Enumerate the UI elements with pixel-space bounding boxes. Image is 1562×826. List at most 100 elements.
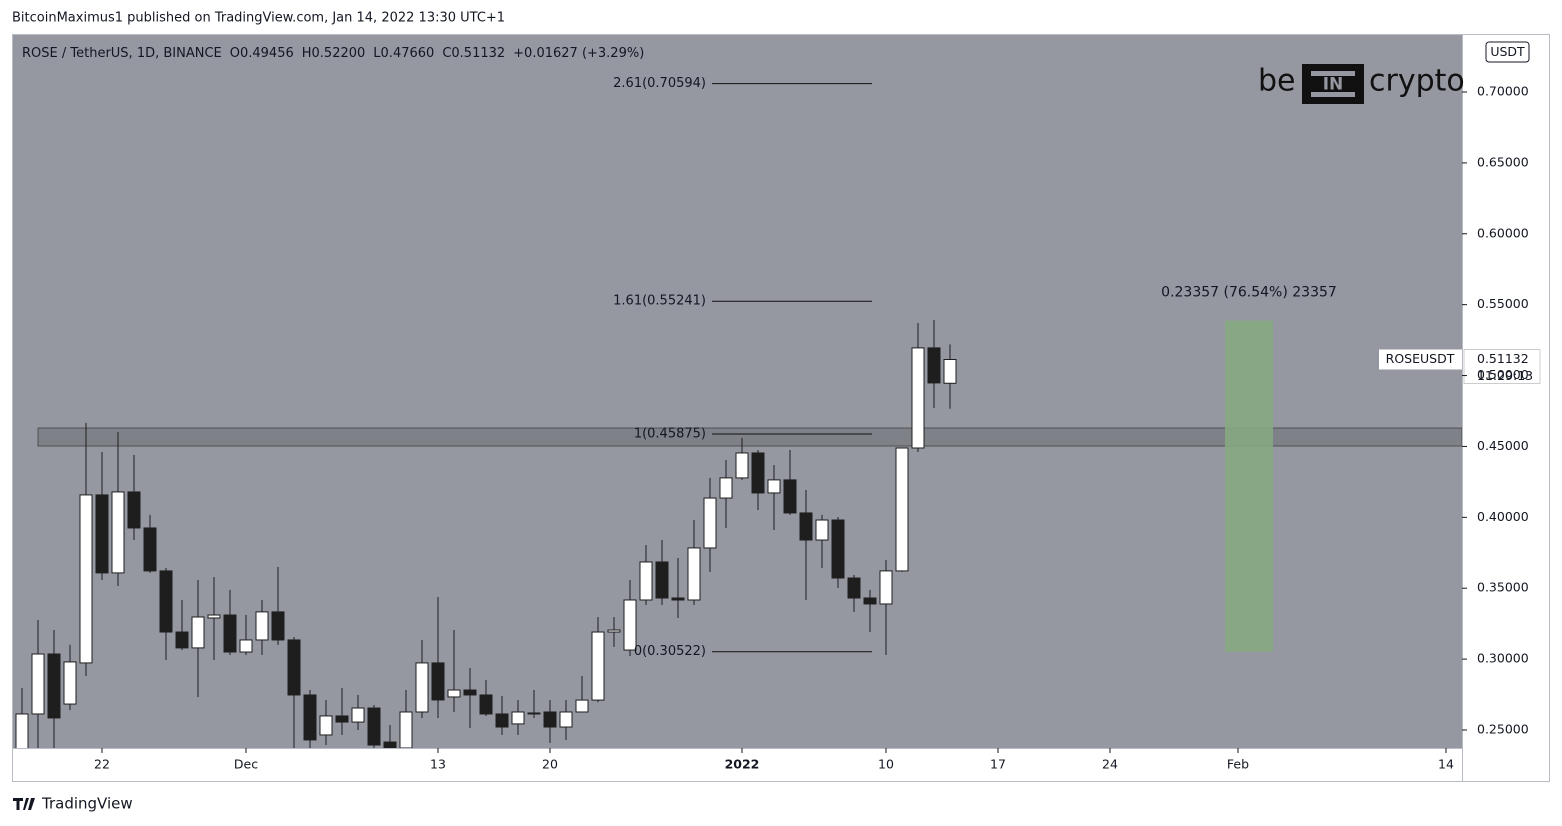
candle <box>911 322 925 452</box>
candle <box>863 589 877 633</box>
publish-header: BitcoinMaximus1 published on TradingView… <box>12 11 505 26</box>
y-tick-label: 0.35000 <box>1477 580 1529 595</box>
candle <box>271 566 285 645</box>
candle-body <box>63 661 77 705</box>
candle <box>415 639 429 718</box>
price-countdown: 11:29:13 <box>1477 368 1533 383</box>
candle-body <box>575 699 589 713</box>
candle-body <box>447 689 461 698</box>
x-tick-label: 14 <box>1438 757 1454 772</box>
candle-body <box>847 577 861 599</box>
candle <box>223 589 237 655</box>
logo-text: IN <box>1323 75 1344 95</box>
candle <box>735 437 749 480</box>
candle <box>783 449 797 515</box>
x-tick-label: 13 <box>430 757 446 772</box>
candle-body <box>127 491 141 529</box>
candle-body <box>591 631 605 701</box>
candle <box>623 579 637 656</box>
candle-body <box>463 689 477 696</box>
footer-text: TradingView <box>41 795 133 813</box>
candle-body <box>15 713 29 748</box>
x-tick-label: 24 <box>1102 757 1118 772</box>
candle <box>575 675 589 713</box>
candle-body <box>319 715 333 736</box>
candle <box>527 690 541 718</box>
price-label-box <box>1463 349 1541 385</box>
candle <box>191 579 205 697</box>
plot-area <box>15 83 1462 748</box>
candle-body <box>479 694 493 715</box>
candle <box>31 619 45 748</box>
candle <box>47 630 61 748</box>
legend-ohlc: C0.51132 <box>442 46 505 61</box>
candle-body <box>655 561 669 599</box>
footer-logo: TradingView <box>13 795 133 813</box>
chart-legend: ROSE / TetherUS, 1D, BINANCE O0.49456 H0.5… <box>22 46 644 61</box>
y-tick-label: 0.60000 <box>1477 225 1529 240</box>
candle <box>463 668 477 729</box>
candle-body <box>207 614 221 619</box>
legend-ohlc: O0.49456 <box>230 46 294 61</box>
candle <box>287 636 301 748</box>
candle-body <box>879 570 893 605</box>
candle-body <box>927 347 941 384</box>
y-tick-label: 0.40000 <box>1477 509 1529 524</box>
candle-body <box>623 599 637 651</box>
y-tick-label: 0.65000 <box>1477 154 1529 169</box>
candle <box>943 344 957 409</box>
measure-label: 0.23357 (76.54%) 23357 <box>1161 285 1337 301</box>
candle <box>175 599 189 651</box>
x-tick-label: 17 <box>990 757 1006 772</box>
candle <box>143 514 157 573</box>
candle-body <box>767 479 781 494</box>
candle <box>399 690 413 748</box>
candle <box>671 558 685 618</box>
candle-body <box>815 519 829 541</box>
candle-body <box>671 597 685 601</box>
symbol-label-box <box>1379 349 1462 370</box>
candle <box>367 705 381 748</box>
candle <box>703 477 717 572</box>
candle-body <box>31 653 45 715</box>
candle <box>127 454 141 541</box>
y-tick-label: 0.55000 <box>1477 296 1529 311</box>
price-label: 0.51132 <box>1477 351 1529 366</box>
x-tick-label: 22 <box>94 757 110 772</box>
x-tick-label: Feb <box>1227 757 1249 772</box>
candle <box>559 700 573 741</box>
candle <box>255 599 269 655</box>
candle-body <box>895 447 909 572</box>
candle-body <box>911 347 925 449</box>
candle-body <box>399 711 413 748</box>
candle-body <box>191 616 205 649</box>
candle-body <box>495 713 509 728</box>
currency-box <box>1485 41 1530 63</box>
candle-body <box>383 741 397 748</box>
candle <box>655 540 669 605</box>
candle <box>95 451 109 580</box>
x-tick-label: 10 <box>878 757 894 772</box>
candle-body <box>607 629 621 633</box>
candle <box>767 465 781 530</box>
candle-body <box>143 527 157 572</box>
x-tick-label: 2022 <box>725 757 760 772</box>
legend-ohlc: L0.47660 <box>373 46 434 61</box>
fib-label: 1.61(0.55241) <box>613 294 706 309</box>
candle-body <box>303 694 317 741</box>
candle-body <box>95 494 109 574</box>
fib-label: 2.61(0.70594) <box>613 76 706 91</box>
candle <box>847 575 861 612</box>
candle-body <box>687 547 701 601</box>
x-tick-label: Dec <box>234 757 258 772</box>
candle-body <box>559 711 573 728</box>
legend-title: ROSE / TetherUS, 1D, BINANCE <box>22 46 222 61</box>
candle <box>751 449 765 510</box>
candle-body <box>639 561 653 601</box>
legend-ohlc: H0.52200 <box>302 46 366 61</box>
candle <box>719 460 733 528</box>
candle-body <box>511 711 525 725</box>
candle-body <box>703 497 717 549</box>
overlay: 0.23357 (76.54%) 23357 2.61(0.70594) 1.61(… <box>22 46 1541 659</box>
